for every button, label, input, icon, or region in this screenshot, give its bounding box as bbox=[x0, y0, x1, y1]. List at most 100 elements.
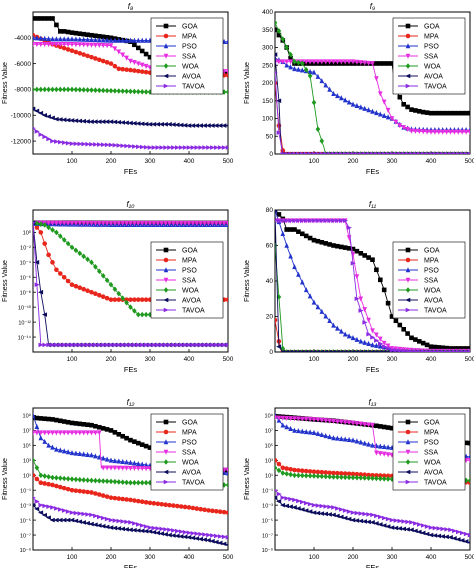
data-point bbox=[112, 220, 118, 227]
data-point bbox=[342, 436, 348, 442]
data-point bbox=[311, 510, 317, 515]
data-point bbox=[89, 32, 94, 38]
legend-marker bbox=[163, 449, 169, 455]
legend-label: SSA bbox=[424, 278, 438, 285]
data-point bbox=[104, 87, 110, 94]
data-point bbox=[385, 114, 391, 120]
data-point bbox=[182, 529, 188, 535]
data-point bbox=[85, 32, 90, 38]
data-point bbox=[339, 328, 344, 334]
data-point bbox=[178, 504, 184, 509]
x-tick-label: 200 bbox=[348, 158, 359, 165]
data-point bbox=[77, 519, 83, 524]
data-point bbox=[225, 89, 228, 95]
data-point bbox=[132, 342, 138, 348]
data-point bbox=[276, 415, 282, 421]
data-point bbox=[385, 343, 391, 349]
series-woa bbox=[33, 219, 153, 318]
data-point bbox=[42, 86, 47, 93]
data-point bbox=[61, 86, 67, 93]
y-tick-label: 10⁰ bbox=[23, 230, 32, 237]
data-point bbox=[34, 41, 40, 48]
data-point bbox=[381, 523, 387, 528]
data-point bbox=[393, 346, 399, 352]
data-point bbox=[295, 506, 301, 511]
data-point bbox=[346, 436, 352, 442]
data-point bbox=[323, 473, 328, 480]
data-point bbox=[50, 482, 55, 488]
data-point bbox=[85, 512, 91, 517]
legend-marker bbox=[163, 73, 169, 79]
data-point bbox=[311, 299, 317, 305]
legend-marker bbox=[163, 277, 169, 283]
data-point bbox=[346, 99, 352, 105]
data-point bbox=[214, 220, 219, 227]
data-point bbox=[50, 260, 55, 265]
data-point bbox=[335, 59, 340, 65]
data-point bbox=[38, 86, 44, 93]
data-point bbox=[58, 29, 63, 34]
data-point bbox=[124, 220, 129, 227]
y-tick-label: 150 bbox=[262, 98, 273, 105]
data-point bbox=[143, 462, 149, 468]
data-point bbox=[116, 526, 122, 531]
data-point bbox=[89, 422, 94, 428]
data-point bbox=[54, 475, 59, 481]
data-point bbox=[315, 349, 321, 352]
data-point bbox=[186, 505, 192, 510]
x-tick-label: 300 bbox=[145, 554, 156, 561]
data-point bbox=[38, 435, 44, 441]
data-point bbox=[319, 240, 325, 245]
x-tick-label: 400 bbox=[426, 554, 437, 561]
data-point bbox=[33, 457, 36, 464]
data-point bbox=[89, 477, 94, 484]
data-point bbox=[358, 439, 364, 445]
data-point bbox=[284, 227, 289, 232]
data-point bbox=[85, 256, 90, 263]
data-point bbox=[73, 421, 79, 426]
data-point bbox=[93, 491, 98, 496]
data-point bbox=[50, 505, 56, 510]
data-point bbox=[276, 461, 282, 467]
data-point bbox=[417, 522, 423, 527]
data-point bbox=[303, 468, 309, 474]
data-point bbox=[139, 297, 145, 302]
data-point bbox=[182, 342, 188, 348]
data-point bbox=[420, 109, 426, 115]
data-point bbox=[112, 430, 118, 435]
data-point bbox=[280, 495, 286, 500]
data-point bbox=[93, 220, 98, 226]
data-point bbox=[362, 151, 368, 154]
data-point bbox=[81, 52, 86, 57]
legend-marker bbox=[163, 297, 169, 303]
data-point bbox=[385, 349, 391, 352]
data-point bbox=[77, 118, 83, 124]
data-point bbox=[112, 478, 118, 485]
legend-label: AVOA bbox=[182, 470, 201, 477]
data-point bbox=[124, 459, 129, 465]
data-point bbox=[467, 346, 470, 351]
data-point bbox=[89, 142, 95, 147]
data-point bbox=[327, 151, 333, 154]
legend-marker bbox=[405, 257, 411, 263]
data-point bbox=[100, 119, 106, 125]
data-point bbox=[374, 61, 379, 66]
data-point bbox=[112, 142, 118, 148]
legend-label: TAVOA bbox=[182, 308, 205, 315]
data-point bbox=[365, 519, 371, 525]
data-point bbox=[417, 108, 422, 114]
data-point bbox=[89, 289, 94, 295]
legend: GOA MPA PSO SSA WOA AVOA TAVOA bbox=[150, 17, 224, 95]
data-point bbox=[136, 460, 141, 467]
data-point bbox=[292, 227, 297, 232]
data-point bbox=[350, 260, 356, 266]
x-tick-label: 200 bbox=[106, 356, 117, 363]
data-point bbox=[275, 415, 278, 421]
data-point bbox=[275, 488, 278, 492]
data-point bbox=[428, 525, 434, 530]
data-point bbox=[46, 36, 51, 42]
data-point bbox=[93, 423, 98, 429]
data-point bbox=[280, 349, 286, 352]
data-point bbox=[61, 475, 67, 482]
y-tick-label: 10⁻¹⁰ bbox=[18, 304, 32, 311]
